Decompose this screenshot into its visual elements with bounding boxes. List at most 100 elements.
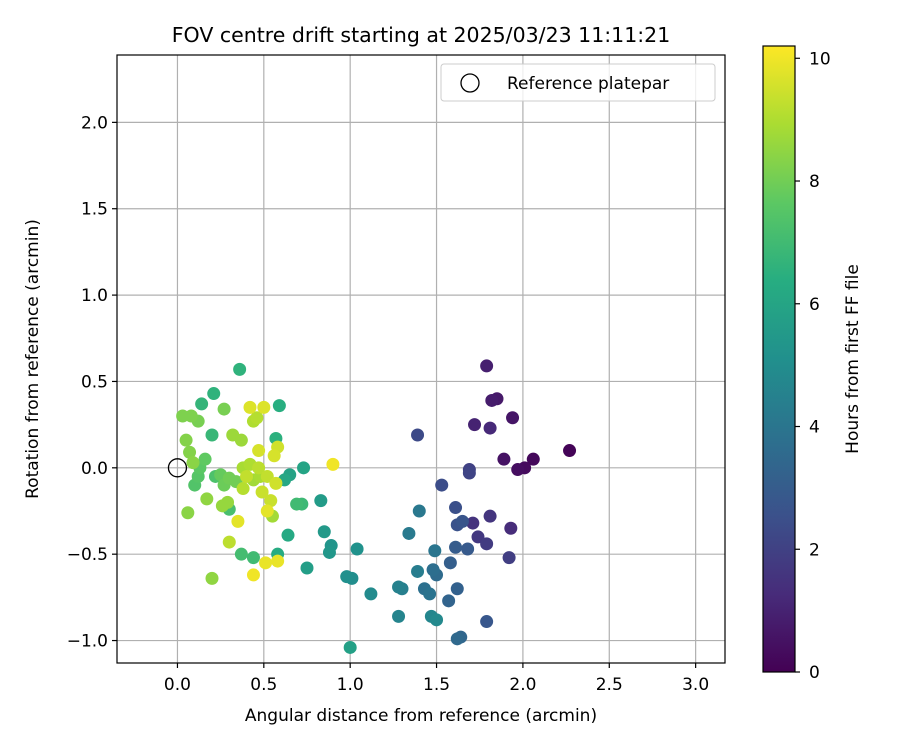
data-point bbox=[526, 452, 540, 466]
data-point bbox=[426, 563, 440, 577]
data-point bbox=[483, 509, 497, 523]
data-point bbox=[272, 399, 286, 413]
grid bbox=[117, 55, 725, 663]
colorbar-label: Hours from first FF file bbox=[843, 264, 863, 454]
data-point bbox=[246, 568, 260, 582]
data-point bbox=[259, 556, 273, 570]
data-point bbox=[233, 362, 247, 376]
data-point bbox=[240, 469, 254, 483]
data-point bbox=[243, 400, 257, 414]
data-point bbox=[181, 506, 195, 520]
y-axis-label: Rotation from reference (arcmin) bbox=[23, 219, 43, 499]
data-point bbox=[504, 521, 518, 535]
plot-area-frame bbox=[116, 54, 726, 664]
data-point bbox=[563, 444, 577, 458]
data-point bbox=[297, 461, 311, 475]
colorbar-ticks: 0 2 4 6 8 10 bbox=[795, 49, 831, 683]
data-point bbox=[200, 492, 214, 506]
data-point bbox=[343, 640, 357, 654]
legend-label: Reference platepar bbox=[507, 74, 669, 94]
data-point bbox=[231, 514, 245, 528]
data-point bbox=[222, 535, 236, 549]
data-point bbox=[480, 537, 494, 551]
data-point bbox=[236, 482, 250, 496]
data-point bbox=[443, 556, 457, 570]
data-point bbox=[497, 452, 511, 466]
data-point bbox=[205, 571, 219, 585]
data-point bbox=[392, 580, 406, 594]
data-point bbox=[198, 452, 212, 466]
reference-marker bbox=[167, 458, 188, 478]
data-point bbox=[221, 495, 235, 509]
legend: Reference platepar bbox=[440, 63, 716, 102]
data-point bbox=[411, 564, 425, 578]
data-point bbox=[207, 387, 221, 401]
data-point bbox=[502, 551, 516, 565]
colorbar-tick-label: 0 bbox=[809, 663, 820, 683]
x-tick-label: 2.5 bbox=[596, 675, 623, 695]
scatter-points bbox=[176, 359, 577, 654]
data-point bbox=[322, 545, 336, 559]
x-tick-label: 0.5 bbox=[250, 675, 277, 695]
data-point bbox=[269, 476, 283, 490]
data-point bbox=[179, 433, 193, 447]
x-axis-ticks: 0.0 0.5 1.0 1.5 2.0 2.5 3.0 bbox=[164, 663, 709, 695]
data-point bbox=[271, 554, 285, 568]
data-point bbox=[300, 561, 314, 575]
data-point bbox=[435, 478, 449, 492]
data-point bbox=[250, 411, 264, 425]
y-tick-label: 1.0 bbox=[81, 286, 108, 306]
data-point bbox=[260, 504, 274, 518]
data-point bbox=[449, 540, 463, 554]
data-point bbox=[511, 463, 525, 477]
data-point bbox=[176, 409, 190, 423]
data-point bbox=[412, 504, 426, 518]
y-tick-label: −1.0 bbox=[67, 632, 108, 652]
data-point bbox=[205, 428, 219, 442]
data-point bbox=[257, 400, 271, 414]
y-axis-ticks: −1.0 −0.5 0.0 0.5 1.0 1.5 2.0 bbox=[67, 113, 117, 652]
data-point bbox=[340, 570, 354, 584]
data-point bbox=[455, 514, 469, 528]
data-point bbox=[186, 456, 200, 470]
data-point bbox=[428, 544, 442, 558]
x-tick-label: 3.0 bbox=[682, 675, 709, 695]
y-tick-label: 1.5 bbox=[81, 200, 108, 220]
data-point bbox=[471, 530, 485, 544]
data-point bbox=[217, 402, 231, 416]
data-point bbox=[392, 609, 406, 623]
colorbar-tick-label: 8 bbox=[809, 172, 820, 192]
data-point bbox=[246, 551, 260, 565]
data-point bbox=[260, 469, 274, 483]
data-point bbox=[252, 461, 266, 475]
data-point bbox=[326, 457, 340, 471]
data-point bbox=[252, 444, 266, 458]
data-point bbox=[462, 466, 476, 480]
colorbar-tick-label: 2 bbox=[809, 540, 820, 560]
y-tick-label: 2.0 bbox=[81, 113, 108, 133]
data-point bbox=[485, 393, 499, 407]
y-tick-label: 0.0 bbox=[81, 459, 108, 479]
data-point bbox=[234, 433, 248, 447]
data-point bbox=[430, 613, 444, 627]
data-point bbox=[264, 494, 278, 508]
colorbar-tick-label: 10 bbox=[809, 49, 831, 69]
x-tick-label: 2.0 bbox=[509, 675, 536, 695]
data-point bbox=[449, 501, 463, 515]
data-point bbox=[450, 582, 464, 596]
data-point bbox=[183, 445, 197, 459]
reference-platepar-marker bbox=[167, 458, 188, 478]
x-tick-label: 1.5 bbox=[423, 675, 450, 695]
data-point bbox=[480, 359, 494, 373]
data-point bbox=[290, 497, 304, 511]
colorbar-gradient bbox=[762, 45, 796, 673]
x-tick-label: 1.0 bbox=[337, 675, 364, 695]
data-point bbox=[402, 526, 416, 540]
legend-box bbox=[440, 63, 716, 102]
chart-title: FOV centre drift starting at 2025/03/23 … bbox=[172, 23, 671, 47]
data-point bbox=[350, 542, 364, 556]
data-point bbox=[317, 525, 331, 539]
x-axis-label: Angular distance from reference (arcmin) bbox=[245, 706, 597, 726]
y-tick-label: −0.5 bbox=[67, 545, 108, 565]
